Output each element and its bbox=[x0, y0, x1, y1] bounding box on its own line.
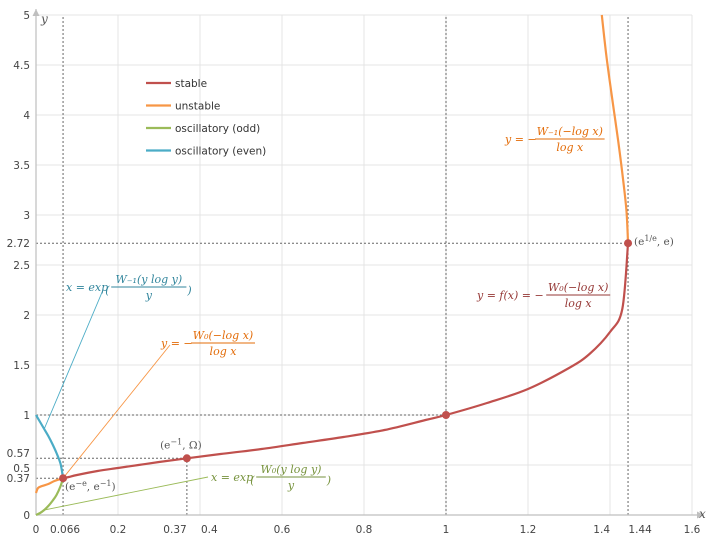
svg-text:y: y bbox=[287, 479, 295, 492]
legend-label: oscillatory (even) bbox=[175, 146, 266, 158]
svg-text:log x: log x bbox=[210, 345, 238, 358]
y-tick-label: 4.5 bbox=[13, 60, 30, 72]
key-points: (e−e, e−1) (e−1, Ω) (e1/e, e) bbox=[59, 234, 674, 494]
x-tick-label: 1.4 bbox=[593, 524, 610, 536]
formula-annotation: x = exp( W₀(y log y) y) bbox=[211, 463, 331, 492]
svg-text:log x: log x bbox=[565, 297, 593, 310]
y-tick-label: 5 bbox=[23, 10, 30, 22]
point-label: (e−1, Ω) bbox=[160, 437, 202, 452]
svg-text:W₋₁(−log x): W₋₁(−log x) bbox=[537, 125, 603, 138]
svg-text:y = −: y = − bbox=[160, 337, 193, 350]
x-tick-label: 0.8 bbox=[356, 524, 373, 536]
x-tick-label: 0.4 bbox=[201, 524, 218, 536]
annotation-leaders bbox=[43, 289, 209, 511]
legend-label: oscillatory (odd) bbox=[175, 123, 260, 135]
svg-text:x = exp: x = exp bbox=[66, 281, 108, 294]
legend-label: stable bbox=[175, 78, 207, 90]
y-tick-label: 1.5 bbox=[13, 360, 30, 372]
x-tick-label: 0 bbox=[33, 524, 40, 536]
svg-text:y = f(x) = −: y = f(x) = − bbox=[476, 289, 544, 302]
svg-text:): ) bbox=[186, 284, 191, 297]
y-tick-label: 1 bbox=[23, 410, 30, 422]
svg-text:W₀(y log y): W₀(y log y) bbox=[261, 463, 322, 476]
svg-text:W₋₁(y log y): W₋₁(y log y) bbox=[115, 273, 182, 286]
x-tick-label: 1 bbox=[443, 524, 450, 536]
annotation-leader-line bbox=[62, 344, 171, 479]
formula-annotation: y = −W₋₁(−log x) log x bbox=[504, 125, 605, 154]
y-tick-label: 0.37 bbox=[7, 473, 30, 485]
svg-text:W₀(−log x): W₀(−log x) bbox=[548, 281, 608, 294]
y-tick-label: 0.57 bbox=[7, 448, 30, 460]
x-tick-label: 1.2 bbox=[520, 524, 537, 536]
series-lines bbox=[34, 14, 630, 516]
x-tick-label: 0.37 bbox=[163, 524, 186, 536]
formula-annotation: y = −W₀(−log x) log x bbox=[160, 329, 255, 358]
key-point-marker bbox=[182, 454, 191, 463]
y-tick-label: 0 bbox=[23, 510, 30, 522]
grid bbox=[35, 14, 693, 516]
y-axis-label: y bbox=[40, 12, 48, 26]
svg-text:(: ( bbox=[105, 284, 110, 297]
x-tick-label: 0.066 bbox=[50, 524, 80, 536]
y-tick-label: 2.72 bbox=[7, 238, 30, 250]
series-line-oscillatory-even- bbox=[35, 414, 65, 479]
x-tick-label: 1.44 bbox=[628, 524, 652, 536]
annotations: y = −W₋₁(−log x)log xy = f(x) = −W₀(−log… bbox=[66, 125, 611, 492]
point-label: (e1/e, e) bbox=[634, 234, 674, 249]
tick-labels: 0 0.066 0.2 0.37 0.4 0.6 0.8 1 1.2 1.4 1.44 1.6 0 0.3… bbox=[7, 10, 701, 536]
svg-text:log x: log x bbox=[556, 141, 584, 154]
formula-annotation: x = exp( W₋₁(y log y) y) bbox=[66, 273, 192, 302]
legend: stable unstable oscillatory (odd) oscillato… bbox=[146, 78, 266, 158]
series-line-unstable bbox=[34, 477, 64, 494]
y-tick-label: 2.5 bbox=[13, 260, 30, 272]
annotation-leader-line bbox=[43, 289, 104, 430]
dotted-guides bbox=[36, 15, 629, 515]
series-line-oscillatory-odd- bbox=[35, 477, 65, 516]
x-tick-label: 0.6 bbox=[274, 524, 291, 536]
x-tick-label: 1.6 bbox=[684, 524, 701, 536]
y-tick-label: 0.5 bbox=[13, 463, 30, 475]
point-label: (e−e, e−1) bbox=[65, 479, 116, 494]
key-point-marker bbox=[624, 239, 633, 248]
svg-text:y: y bbox=[145, 289, 153, 302]
svg-text:x = exp: x = exp bbox=[211, 471, 253, 484]
formula-annotation: y = f(x) = − W₀(−log x) log x bbox=[476, 281, 611, 310]
svg-text:): ) bbox=[326, 474, 331, 487]
svg-text:y = −: y = − bbox=[504, 133, 537, 146]
series-line-unstable bbox=[600, 14, 630, 244]
axes bbox=[32, 9, 704, 519]
y-tick-label: 4 bbox=[23, 110, 30, 122]
y-tick-label: 3.5 bbox=[13, 160, 30, 172]
key-point-marker bbox=[59, 474, 68, 483]
svg-text:(: ( bbox=[250, 474, 255, 487]
series-line-stable bbox=[62, 243, 630, 480]
y-axis-arrow bbox=[32, 9, 40, 16]
x-axis-label: x bbox=[699, 507, 706, 521]
svg-text:W₀(−log x): W₀(−log x) bbox=[193, 329, 253, 342]
key-point-marker bbox=[442, 411, 450, 419]
x-tick-label: 0.2 bbox=[110, 524, 127, 536]
y-tick-label: 2 bbox=[23, 310, 30, 322]
x-axis-arrow bbox=[697, 511, 704, 519]
legend-label: unstable bbox=[175, 101, 220, 113]
annotation-leader-line bbox=[44, 476, 209, 511]
y-tick-label: 3 bbox=[23, 210, 30, 222]
